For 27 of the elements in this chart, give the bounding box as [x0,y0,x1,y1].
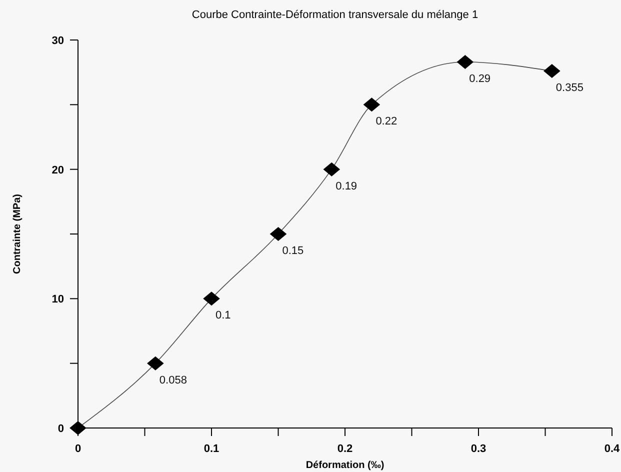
x-tick-label: 0.4 [604,443,621,455]
y-axis-title: Contrainte (MPa) [12,194,23,274]
annotation: 0.355 [556,82,584,94]
annotation: 0.1 [216,310,231,322]
point [270,227,287,241]
point [147,356,164,370]
point [456,54,474,69]
point [70,421,86,435]
y-tick-label: 20 [52,164,64,176]
x-tick-label: 0.2 [337,443,353,455]
chart-title: Courbe Contrainte-Déformation transversale du mélange 1 [192,9,478,21]
annotation: 0.058 [159,374,187,386]
point [363,98,380,112]
y-tick-label: 30 [52,35,64,47]
x-tick-label: 0 [74,443,82,455]
x-tick-label: 0.3 [470,443,486,455]
point [323,162,340,176]
y-tick-label: 10 [52,294,64,306]
annotation: 0.15 [282,245,304,257]
x-tick-label: 0.1 [204,443,220,455]
point [544,64,560,78]
annotation: 0.29 [469,72,491,85]
y-tick-label: 0 [58,423,64,435]
annotation: 0.19 [336,180,358,192]
point [203,292,220,306]
annotation: 0.22 [376,116,398,128]
x-axis-title: Déformation (‰) [306,460,384,471]
